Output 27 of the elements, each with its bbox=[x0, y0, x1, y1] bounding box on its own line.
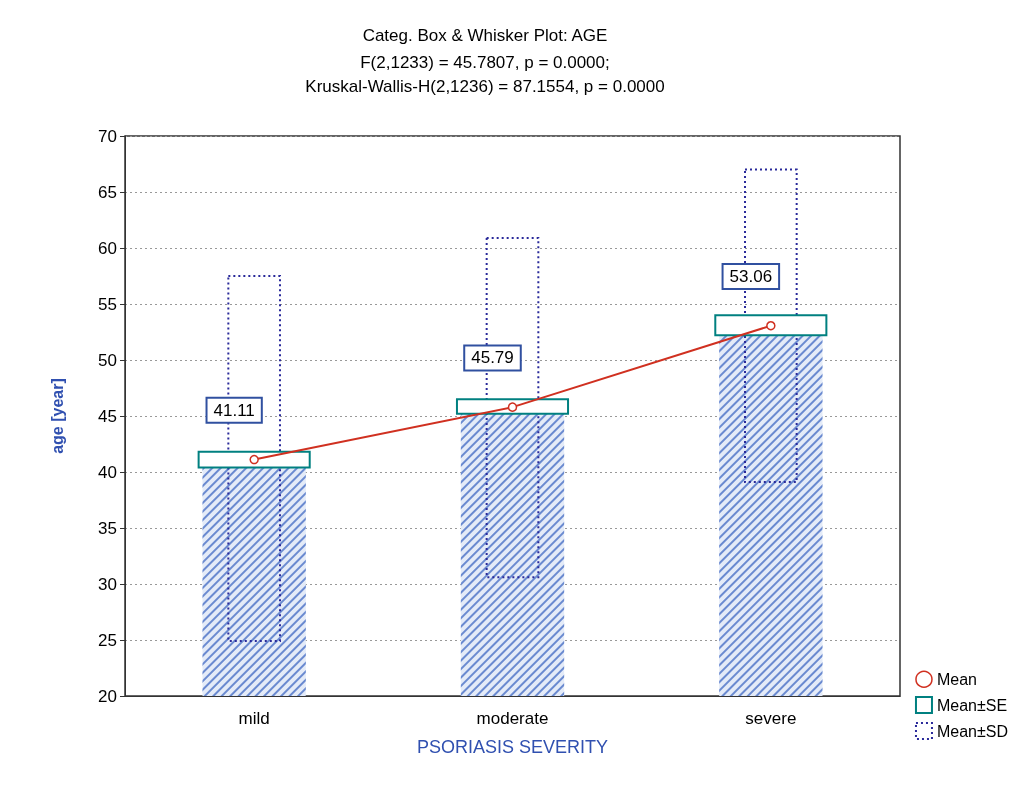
y-tick-label: 65 bbox=[98, 182, 117, 202]
y-tick-label: 45 bbox=[98, 406, 117, 426]
x-tick-label: mild bbox=[238, 709, 270, 728]
y-tick-label: 25 bbox=[98, 630, 117, 650]
x-tick-label: severe bbox=[745, 709, 797, 728]
legend-label: Mean±SD bbox=[936, 722, 1008, 740]
y-tick-label: 35 bbox=[98, 518, 117, 538]
data-label: 41.11 bbox=[213, 400, 255, 420]
y-tick-label: 20 bbox=[98, 686, 117, 706]
y-axis-title: age [year] bbox=[48, 378, 66, 454]
x-axis-title: PSORIASIS SEVERITY bbox=[416, 737, 609, 757]
chart-subtitle: F(2,1233) = 45.7807, p = 0.0000; Kruskal-Wallis-H(2,1236) = 87.1554, p = 0.0000 bbox=[305, 52, 665, 96]
chart-title: Categ. Box & Whisker Plot: AGE bbox=[362, 26, 608, 45]
y-tick-label: 70 bbox=[98, 126, 117, 146]
point bbox=[249, 454, 259, 465]
y-tick-label: 50 bbox=[98, 350, 117, 370]
y-tick-label: 30 bbox=[98, 574, 117, 594]
x-tick-label: moderate bbox=[476, 709, 549, 728]
y-tick-label: 60 bbox=[98, 238, 117, 258]
y-tick-label: 40 bbox=[98, 462, 117, 482]
data-label: 53.06 bbox=[729, 266, 773, 286]
point bbox=[766, 320, 776, 331]
data-label: 45.79 bbox=[471, 348, 514, 368]
legend-label: Mean bbox=[936, 670, 977, 688]
y-tick-label: 55 bbox=[98, 294, 117, 314]
point bbox=[507, 402, 518, 412]
legend-label: Mean±SE bbox=[936, 696, 1008, 714]
